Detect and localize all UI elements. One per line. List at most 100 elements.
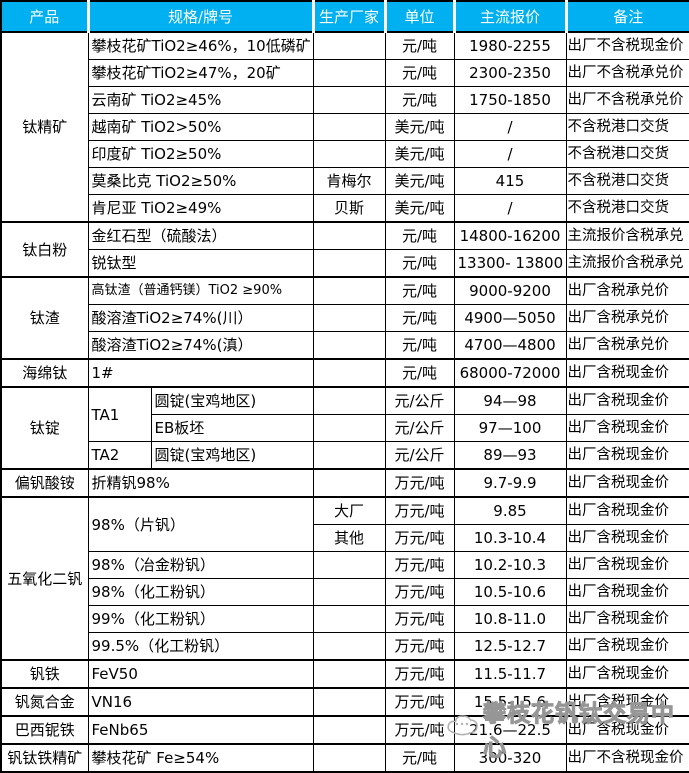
cell-note: 不含税港口交货 bbox=[565, 167, 689, 195]
table-row: 偏钒酸铵 折精钒98% 万元/吨 9.7-9.9 出厂含税现金价 bbox=[0, 468, 689, 498]
cell-note: 主流报价含税承兑 bbox=[565, 249, 689, 278]
cell-spec: 攀枝花矿TiO2≥47%，20矿 bbox=[87, 59, 314, 87]
cell-unit: 万元/吨 bbox=[384, 578, 455, 606]
cell-unit: 元/吨 bbox=[384, 358, 455, 388]
cell-unit: 万元/吨 bbox=[384, 715, 455, 745]
cell-maker: 肯梅尔 bbox=[312, 167, 386, 195]
cell-price: 9.7-9.9 bbox=[453, 468, 567, 498]
col-header-product: 产品 bbox=[1, 1, 90, 33]
cell-maker bbox=[312, 468, 386, 498]
cell-note: 出厂不含税现金价 bbox=[565, 743, 689, 773]
cell-unit: 美元/吨 bbox=[384, 167, 455, 195]
cell-price: 10.3-10.4 bbox=[453, 524, 567, 552]
cell-unit: 元/吨 bbox=[384, 249, 455, 278]
cell-spec: 云南矿 TiO2≥45% bbox=[87, 86, 314, 114]
cell-price: 13300- 13800 bbox=[453, 249, 567, 278]
cell-spec: EB板坯 bbox=[150, 414, 314, 442]
cell-note: 出厂含税现金价 bbox=[565, 605, 689, 633]
cell-spec: 酸溶渣TiO2≥74%(川） bbox=[87, 304, 314, 332]
cell-maker bbox=[312, 551, 386, 579]
cell-price: 1980-2255 bbox=[453, 31, 567, 60]
cell-note: 出厂不含税承兑价 bbox=[565, 86, 689, 114]
table-row: 肯尼亚 TiO2≥49% 贝斯 美元/吨 / 不含税港口交货 bbox=[1, 194, 689, 223]
cell-grade: TA1 bbox=[87, 386, 152, 442]
cell-maker bbox=[312, 632, 386, 661]
cell-spec: 印度矿 TiO2≥50% bbox=[87, 140, 314, 168]
cell-spec: 98%（片钒） bbox=[87, 496, 314, 552]
table-row: 钛白粉 金红石型（硫酸法） 元/吨 14800-16200 主流报价含税承兑 bbox=[0, 221, 689, 278]
cell-note: 出厂不含税承兑价 bbox=[565, 59, 689, 87]
cell-price: 89—93 bbox=[453, 441, 567, 470]
cell-spec: 攀枝花矿TiO2≥46%，10低磷矿 bbox=[87, 31, 314, 60]
cell-maker bbox=[312, 59, 386, 87]
cell-maker bbox=[312, 659, 386, 689]
cell-note: 出厂含税承兑价 bbox=[565, 331, 689, 360]
cell-price: 10.5-10.6 bbox=[453, 578, 567, 606]
table-row: 酸溶渣TiO2≥74%(川） 元/吨 4900—5050 出厂含税承兑价 bbox=[1, 304, 689, 332]
cell-unit: 万元/吨 bbox=[384, 605, 455, 633]
cell-note: 主流报价含税承兑 bbox=[565, 221, 689, 250]
cell-note: 出厂含税现金价 bbox=[565, 715, 689, 745]
cell-product: 钛锭 bbox=[0, 386, 89, 470]
cell-unit: 元/吨 bbox=[384, 276, 455, 305]
cell-maker bbox=[312, 331, 386, 360]
cell-unit: 元/吨 bbox=[384, 331, 455, 360]
cell-spec: 折精钒98% bbox=[87, 468, 314, 498]
cell-note: 出厂含税现金价 bbox=[565, 578, 689, 606]
cell-note: 出厂含税现金价 bbox=[565, 414, 689, 442]
cell-product: 钒钛铁精矿 bbox=[0, 743, 89, 773]
table-row: 锐钛型 元/吨 13300- 13800 主流报价含税承兑 bbox=[1, 249, 689, 278]
cell-maker bbox=[312, 221, 386, 250]
cell-maker bbox=[312, 31, 386, 60]
cell-unit: 元/公斤 bbox=[384, 414, 455, 442]
cell-spec: VN16 bbox=[87, 687, 314, 717]
table-row: 五氧化二钒 98%（片钒） 大厂 万元/吨 9.85 出厂含税现金价 bbox=[0, 496, 689, 661]
cell-maker bbox=[312, 304, 386, 332]
cell-product: 海绵钛 bbox=[0, 358, 89, 388]
cell-product: 钛精矿 bbox=[0, 31, 89, 223]
cell-note: 不含税港口交货 bbox=[565, 140, 689, 168]
cell-product: 钛白粉 bbox=[0, 221, 89, 278]
cell-spec: FeNb65 bbox=[87, 715, 314, 745]
cell-product: 钒铁 bbox=[0, 659, 89, 689]
cell-unit: 元/公斤 bbox=[384, 386, 455, 415]
table-row: 钒铁 FeV50 万元/吨 11.5-11.7 出厂含税现金价 bbox=[0, 659, 689, 689]
cell-note: 出厂含税现金价 bbox=[565, 524, 689, 552]
table-row: 钒氮合金 VN16 万元/吨 15.5-15.6 出厂含税现金价 bbox=[0, 687, 689, 717]
table-row: 酸溶渣TiO2≥74%(滇） 元/吨 4700—4800 出厂含税承兑价 bbox=[1, 331, 689, 360]
cell-maker bbox=[312, 140, 386, 168]
cell-spec: 1# bbox=[87, 358, 314, 388]
table-row: 海绵钛 1# 元/吨 68000-72000 出厂含税现金价 bbox=[0, 358, 689, 388]
cell-note: 出厂含税现金价 bbox=[565, 687, 689, 717]
cell-price: 21.6—22.5 bbox=[453, 715, 567, 745]
cell-maker bbox=[312, 414, 386, 442]
cell-unit: 万元/吨 bbox=[384, 468, 455, 498]
cell-note: 出厂含税现金价 bbox=[565, 468, 689, 498]
cell-note: 出厂含税现金价 bbox=[565, 441, 689, 470]
cell-maker bbox=[312, 276, 386, 305]
cell-spec: 99%（化工粉钒） bbox=[87, 605, 314, 633]
cell-unit: 万元/吨 bbox=[384, 632, 455, 661]
cell-price: 15.5-15.6 bbox=[453, 687, 567, 717]
cell-note: 出厂含税现金价 bbox=[565, 659, 689, 689]
cell-unit: 元/吨 bbox=[384, 59, 455, 87]
cell-price: 10.2-10.3 bbox=[453, 551, 567, 579]
table-row: 巴西铌铁 FeNb65 万元/吨 21.6—22.5 出厂含税现金价 bbox=[0, 715, 689, 745]
cell-maker bbox=[312, 687, 386, 717]
cell-spec: 酸溶渣TiO2≥74%(滇） bbox=[87, 331, 314, 360]
cell-price: 10.8-11.0 bbox=[453, 605, 567, 633]
cell-product: 五氧化二钒 bbox=[0, 496, 89, 661]
col-header-maker: 生产厂家 bbox=[313, 1, 387, 33]
cell-spec: 圆锭(宝鸡地区) bbox=[150, 441, 314, 470]
cell-price: 9000-9200 bbox=[453, 276, 567, 305]
table-row: 云南矿 TiO2≥45% 元/吨 1750-1850 出厂不含税承兑价 bbox=[1, 86, 689, 114]
cell-note: 出厂不含税现金价 bbox=[565, 31, 689, 60]
cell-maker: 贝斯 bbox=[312, 194, 386, 223]
cell-price: 2300-2350 bbox=[453, 59, 567, 87]
cell-note: 不含税港口交货 bbox=[565, 194, 689, 223]
cell-maker bbox=[312, 715, 386, 745]
cell-maker bbox=[312, 113, 386, 141]
table-row: 钛渣 高钛渣（普通钙镁）TiO2 ≥90% 元/吨 9000-9200 出厂含税… bbox=[0, 276, 689, 360]
cell-price: 1750-1850 bbox=[453, 86, 567, 114]
